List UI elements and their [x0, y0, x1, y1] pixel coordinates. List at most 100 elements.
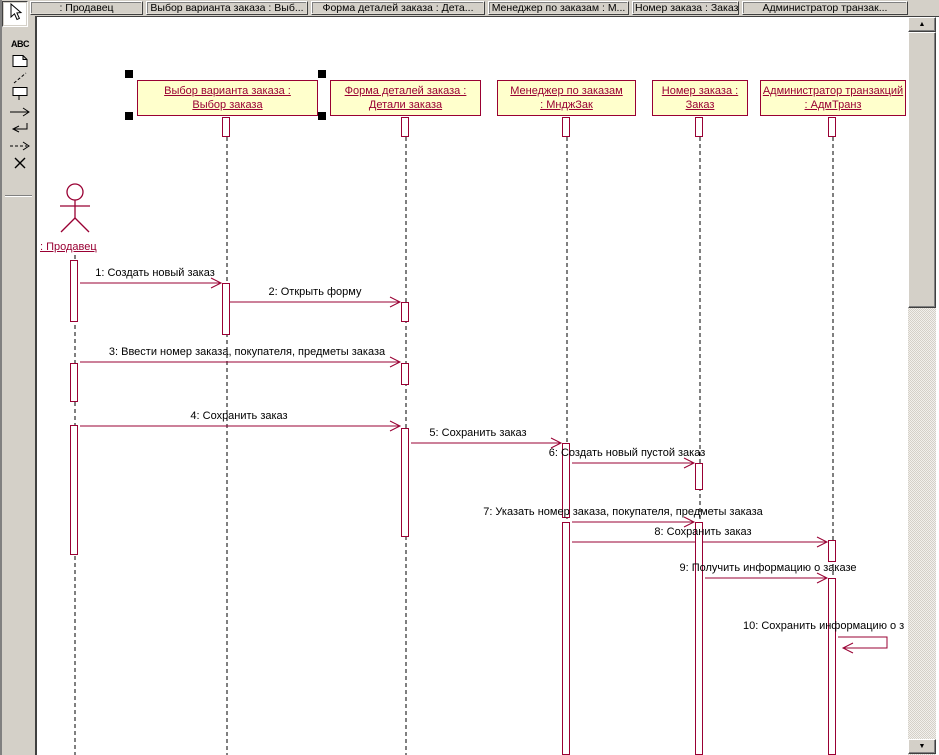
message-9-arrow[interactable]	[705, 572, 829, 584]
note-anchor-icon	[11, 86, 29, 102]
message-2-arrowhead	[389, 296, 402, 308]
anchor-line-tool-button[interactable]	[6, 70, 34, 86]
diagonal-line-icon	[12, 71, 28, 85]
text-tool-button[interactable]: ABC	[11, 39, 30, 49]
message-8-label[interactable]: 8: Сохранить заказ	[654, 526, 752, 538]
message-to-self-tool-button[interactable]	[6, 120, 34, 136]
object-label: Администратор транзакций	[762, 85, 904, 97]
object-label: Детали заказа	[368, 99, 443, 111]
object-box-admtranz[interactable]: Администратор транзакций : АдмТранз	[760, 80, 906, 116]
message-5-label[interactable]: 5: Сохранить заказ	[429, 427, 527, 439]
tab-forma-detaley[interactable]: Форма деталей заказа : Дета...	[311, 1, 485, 15]
message-10-arrowhead	[841, 642, 854, 654]
object-label: : МнджЗак	[540, 99, 593, 111]
down-arrow-icon: ▼	[918, 743, 926, 750]
message-7-arrowhead	[683, 516, 696, 528]
object-box-mndzhzak[interactable]: Менеджер по заказам : МнджЗак	[497, 80, 636, 116]
message-9-arrowhead	[816, 572, 829, 584]
activation-prodavec-3[interactable]	[70, 425, 78, 555]
scroll-up-button[interactable]: ▲	[908, 17, 936, 32]
selection-handle-top-right[interactable]	[318, 70, 326, 78]
object-tab-bar: : Продавец Выбор варианта заказа : Выб..…	[30, 0, 939, 16]
activation-admtranz-1[interactable]	[828, 540, 836, 562]
object-box-zakaz[interactable]: Номер заказа : Заказ	[652, 80, 748, 116]
cursor-arrow-icon	[7, 2, 23, 26]
actor-figure[interactable]	[60, 183, 90, 233]
activation-forma-1[interactable]	[401, 302, 409, 322]
stub-admtranz[interactable]	[828, 117, 836, 137]
note-anchor-tool-button[interactable]	[6, 86, 34, 102]
selection-handle-bottom-right[interactable]	[318, 112, 326, 120]
tool-palette: ABC	[0, 0, 37, 755]
up-arrow-icon: ▲	[918, 21, 926, 28]
message-3-arrowhead	[389, 356, 402, 368]
actor-label-prodavec[interactable]: : Продавец	[40, 241, 97, 253]
message-5-arrow[interactable]	[411, 437, 563, 449]
object-label: Заказ	[685, 99, 715, 111]
sequence-diagram-canvas[interactable]: Выбор варианта заказа : Выбор заказа Фор…	[37, 17, 908, 755]
message-10-self-arrow[interactable]	[838, 636, 888, 654]
return-hook-arrow-icon	[10, 121, 30, 135]
object-label: Номер заказа :	[661, 85, 739, 97]
message-10-label[interactable]: 10: Сохранить информацию о з	[743, 620, 905, 632]
message-2-label[interactable]: 2: Открыть форму	[268, 286, 362, 298]
selection-handle-bottom-left[interactable]	[125, 112, 133, 120]
message-4-arrow[interactable]	[80, 420, 402, 432]
activation-mndzhzak-1[interactable]	[562, 443, 570, 518]
right-arrow-icon	[9, 106, 31, 118]
selection-tool-button[interactable]	[2, 1, 28, 27]
message-6-arrow[interactable]	[572, 457, 696, 469]
object-label: Выбор варианта заказа :	[164, 85, 291, 97]
stub-vybor[interactable]	[222, 117, 230, 137]
message-1-arrowhead	[210, 277, 223, 289]
message-5-arrowhead	[550, 437, 563, 449]
message-1-label[interactable]: 1: Создать новый заказ	[95, 267, 215, 279]
activation-admtranz-2[interactable]	[828, 578, 836, 755]
tab-nomer-zakaza[interactable]: Номер заказа : Заказ	[632, 1, 739, 15]
stub-zakaz[interactable]	[695, 117, 703, 137]
selection-handle-top-left[interactable]	[125, 70, 133, 78]
tab-prodavec[interactable]: : Продавец	[30, 1, 143, 15]
activation-forma-2[interactable]	[401, 363, 409, 385]
canvas-top-border	[37, 16, 939, 17]
object-box-vybor-zakaza[interactable]: Выбор варианта заказа : Выбор заказа	[137, 80, 318, 116]
object-box-detali-zakaza[interactable]: Форма деталей заказа : Детали заказа	[330, 80, 481, 116]
activation-mndzhzak-2[interactable]	[562, 522, 570, 755]
message-3-label[interactable]: 3: Ввести номер заказа, покупателя, пред…	[108, 346, 386, 358]
activation-forma-3[interactable]	[401, 428, 409, 537]
tab-vybor-varianta[interactable]: Выбор варианта заказа : Выб...	[146, 1, 308, 15]
message-2-arrow[interactable]	[227, 296, 402, 308]
activation-zakaz-1[interactable]	[695, 463, 703, 490]
message-6-label[interactable]: 6: Создать новый пустой заказ	[548, 447, 706, 459]
scroll-down-button[interactable]: ▼	[908, 739, 936, 754]
dashed-arrow-icon	[9, 140, 31, 152]
object-label: Форма деталей заказа :	[344, 85, 467, 97]
message-6-arrowhead	[683, 457, 696, 469]
message-4-label[interactable]: 4: Сохранить заказ	[190, 410, 288, 422]
activation-prodavec-2[interactable]	[70, 363, 78, 402]
destruction-marker-tool-button[interactable]	[6, 155, 34, 171]
scrollbar-thumb[interactable]	[908, 32, 936, 308]
stub-forma[interactable]	[401, 117, 409, 137]
object-message-tool-button[interactable]	[6, 104, 34, 120]
object-label: : АдмТранз	[804, 99, 862, 111]
message-3-arrow[interactable]	[80, 356, 402, 368]
activation-vybor-1[interactable]	[222, 283, 230, 335]
message-1-arrow[interactable]	[80, 277, 223, 289]
message-4-arrowhead	[389, 420, 402, 432]
message-7-arrow[interactable]	[572, 516, 696, 528]
tab-administrator[interactable]: Администратор транзак...	[742, 1, 908, 15]
message-7-label[interactable]: 7: Указать номер заказа, покупателя, пре…	[483, 506, 763, 518]
x-icon	[13, 156, 27, 170]
object-label: Менеджер по заказам	[510, 85, 623, 97]
note-tool-button[interactable]	[6, 53, 34, 69]
stub-mndzhzak[interactable]	[562, 117, 570, 137]
activation-prodavec-1[interactable]	[70, 260, 78, 322]
tab-menedzher[interactable]: Менеджер по заказам : М...	[488, 1, 629, 15]
note-icon	[11, 54, 29, 68]
return-message-tool-button[interactable]	[6, 138, 34, 154]
activation-zakaz-2[interactable]	[695, 522, 703, 755]
message-8-arrowhead	[816, 536, 829, 548]
message-9-label[interactable]: 9: Получить информацию о заказе	[679, 562, 857, 574]
vertical-scrollbar[interactable]: ▲ ▼	[908, 17, 936, 755]
